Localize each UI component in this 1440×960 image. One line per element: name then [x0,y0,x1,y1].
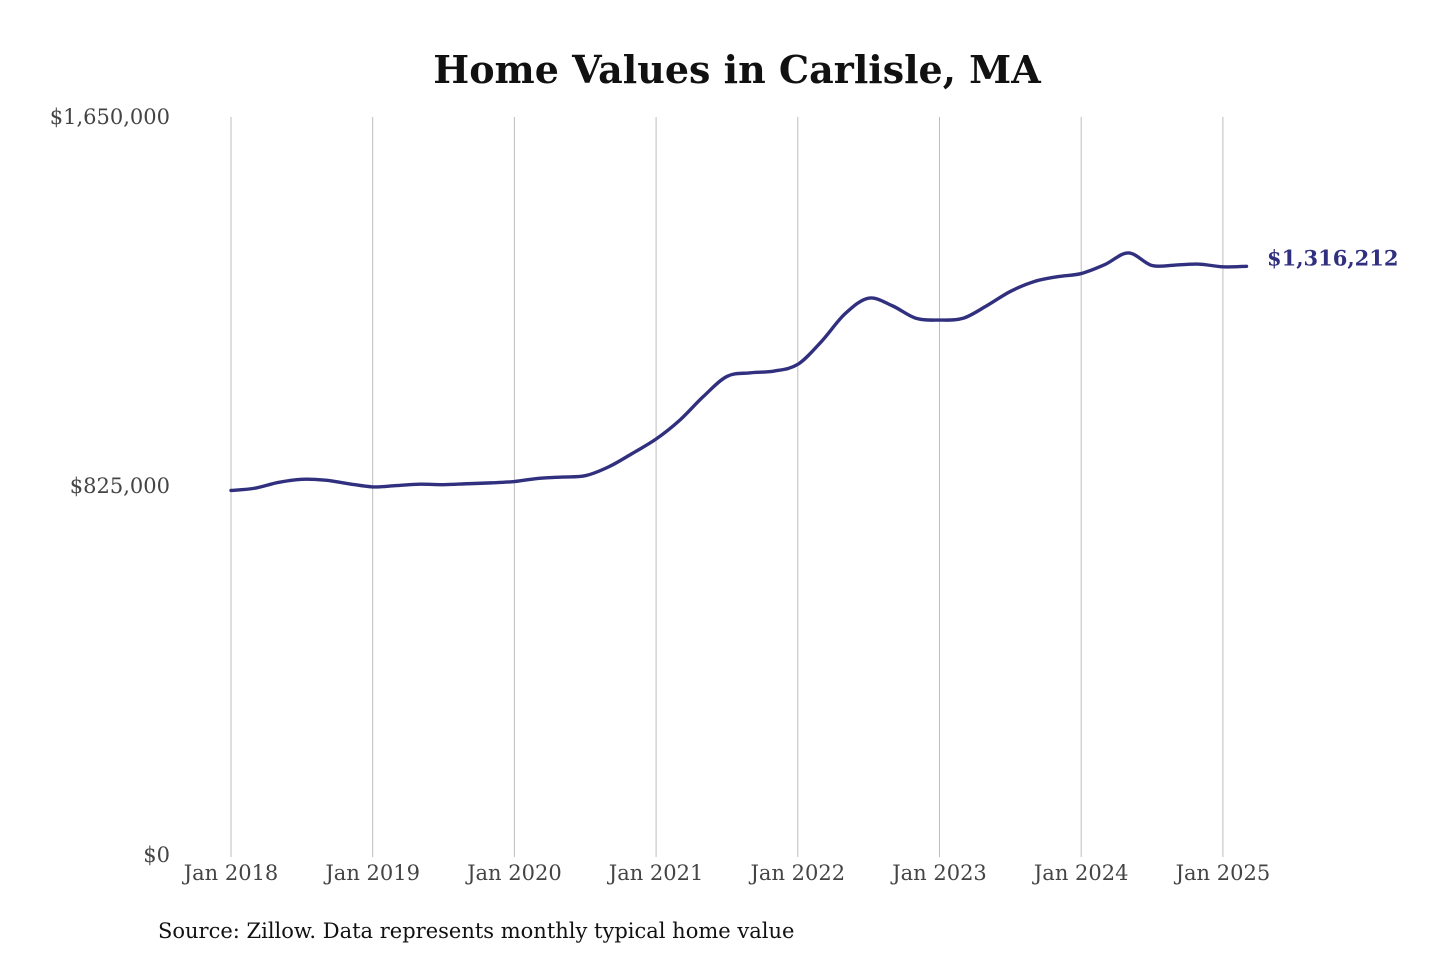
home-value-line [229,251,1249,493]
x-tick-label: Jan 2022 [749,861,846,885]
x-tick-label: Jan 2025 [1174,861,1271,885]
source-note: Source: Zillow. Data represents monthly … [158,919,794,943]
x-tick-label: Jan 2018 [182,861,279,885]
chart-title: Home Values in Carlisle, MA [433,47,1041,92]
x-tick-label: Jan 2019 [323,861,420,885]
x-tick-label: Jan 2020 [465,861,562,885]
y-tick-label: $1,650,000 [50,105,170,129]
y-tick-label: $825,000 [70,474,170,498]
x-tick-label: Jan 2024 [1032,861,1129,885]
y-tick-label: $0 [143,843,170,867]
y-axis-tick-labels: $1,650,000 $825,000 $0 [50,105,170,867]
x-tick-label: Jan 2021 [607,861,704,885]
latest-value-label: $1,316,212 [1267,245,1399,270]
gridlines [230,117,1224,857]
x-axis-tick-labels: Jan 2018 Jan 2019 Jan 2020 Jan 2021 Jan 2022… [182,861,1270,885]
x-tick-label: Jan 2023 [890,861,987,885]
